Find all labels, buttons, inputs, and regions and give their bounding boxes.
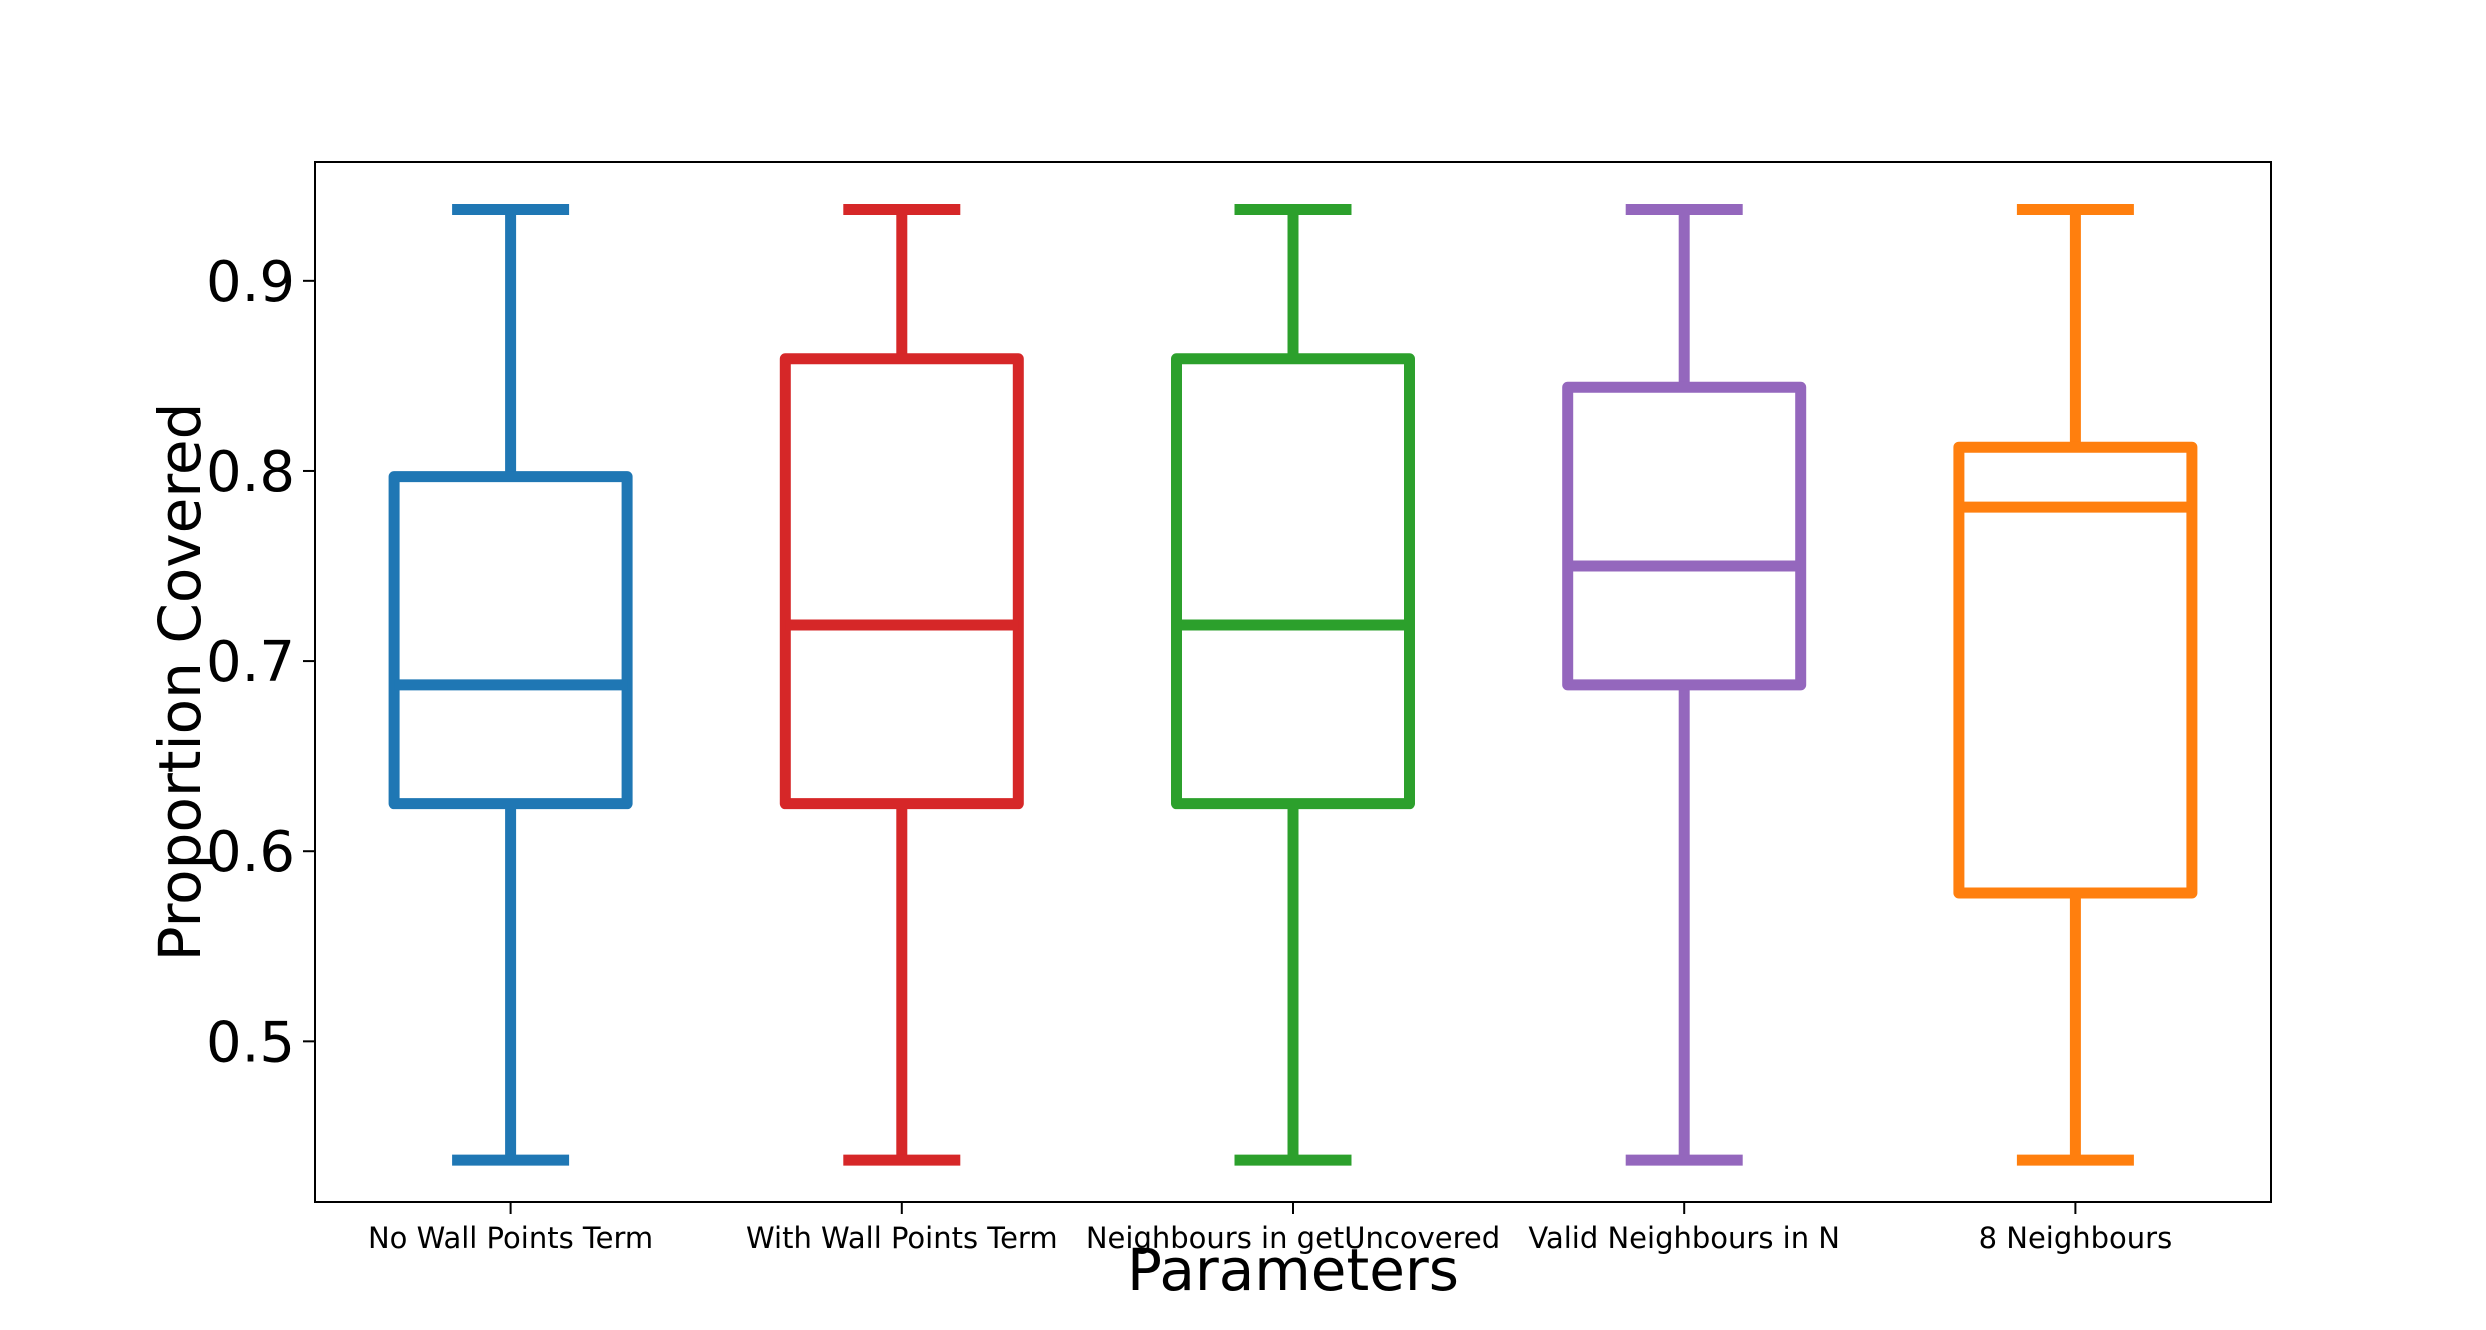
y-tick-label: 0.5 xyxy=(206,1010,295,1075)
iqr-box xyxy=(1953,441,2198,899)
x-axis-label: Parameters xyxy=(1127,1236,1459,1304)
iqr-box xyxy=(388,471,633,810)
box-series xyxy=(388,204,2198,1166)
x-tick-label: 8 Neighbours xyxy=(1979,1221,2173,1255)
box-plot-item xyxy=(388,204,633,1166)
x-tick-label: Neighbours in getUncovered xyxy=(1086,1221,1500,1255)
y-tick-label: 0.8 xyxy=(206,440,295,505)
y-axis-ticks: 0.5 0.6 0.7 0.8 0.9 xyxy=(206,250,315,1075)
y-tick-label: 0.7 xyxy=(206,630,295,695)
iqr-box xyxy=(779,353,1024,810)
y-tick-label: 0.9 xyxy=(206,250,295,315)
iqr-box xyxy=(1562,381,1807,691)
y-axis-label: Proportion Covered xyxy=(146,403,214,962)
box-plot-item xyxy=(779,204,1024,1166)
y-tick-label: 0.6 xyxy=(206,820,295,885)
box-plot-item xyxy=(1171,204,1415,1166)
box-plot-item xyxy=(1953,204,2198,1166)
iqr-box xyxy=(1171,353,1415,810)
x-tick-label: With Wall Points Term xyxy=(746,1221,1058,1255)
x-axis-ticks: No Wall Points Term With Wall Points Term… xyxy=(368,1202,2172,1255)
box-plot-item xyxy=(1562,204,1807,1166)
x-tick-label: Valid Neighbours in N xyxy=(1528,1221,1840,1255)
x-tick-label: No Wall Points Term xyxy=(368,1221,653,1255)
